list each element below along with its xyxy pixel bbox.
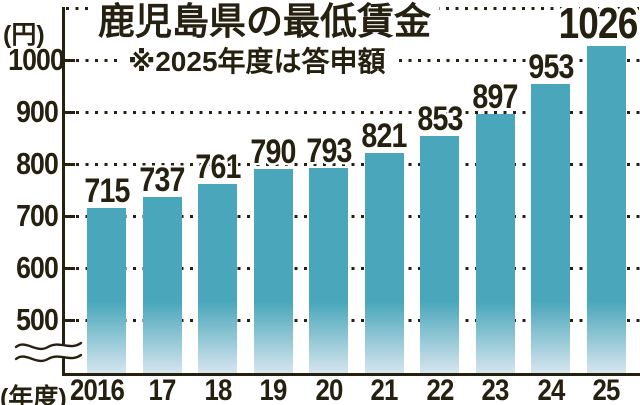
gridline-500	[76, 319, 640, 322]
value-label-24: 953	[527, 48, 574, 87]
value-label-18: 761	[194, 148, 241, 187]
y-tick-label-500: 500	[16, 302, 59, 337]
value-label-22: 853	[416, 100, 463, 139]
y-tick-800	[63, 163, 75, 166]
bar-18	[198, 184, 237, 373]
value-label-21: 821	[361, 117, 407, 156]
y-tick-label-1000: 1000	[8, 42, 65, 77]
y-tick-600	[63, 267, 75, 270]
bar-25	[586, 46, 626, 373]
bar-2016	[87, 208, 126, 373]
y-axis-unit-label: (円)	[3, 21, 45, 49]
value-label-23: 897	[472, 77, 518, 116]
year-label-25: 25	[592, 374, 621, 405]
chart-note: ※2025年度は答申額	[120, 45, 394, 78]
x-axis-unit-label: (年度)	[0, 384, 67, 405]
gridline-700	[76, 215, 640, 218]
year-label-23: 23	[481, 374, 510, 405]
bar-20	[309, 167, 348, 373]
bar-24	[531, 84, 570, 373]
bar-21	[364, 153, 404, 373]
y-tick-label-700: 700	[16, 198, 59, 233]
y-tick-700	[63, 215, 75, 218]
bar-19	[253, 169, 293, 373]
value-label-20: 793	[305, 131, 352, 170]
y-tick-1000	[63, 59, 75, 62]
chart-title: 鹿児島県の最低賃金	[90, 0, 439, 44]
year-label-18: 18	[204, 374, 232, 405]
year-label-24: 24	[537, 374, 565, 405]
bar-17	[142, 196, 182, 373]
bar-22	[420, 136, 459, 373]
bar-23	[475, 113, 515, 373]
value-label-2016: 715	[83, 172, 130, 211]
year-label-17: 17	[148, 374, 177, 405]
y-tick-label-800: 800	[16, 146, 59, 181]
year-label-2016: 2016	[69, 374, 125, 405]
y-axis-line	[62, 7, 65, 374]
x-axis-line	[62, 372, 640, 376]
y-tick-label-600: 600	[16, 250, 59, 285]
year-label-19: 19	[259, 374, 288, 405]
y-tick-500	[63, 319, 75, 322]
year-label-22: 22	[426, 374, 454, 405]
gridline-800	[76, 163, 640, 166]
value-label-25: 1026	[558, 0, 639, 49]
gridline-600	[76, 267, 640, 270]
value-label-17: 737	[139, 160, 185, 199]
axis-break-waves-icon	[14, 341, 84, 363]
y-tick-label-900: 900	[16, 94, 59, 129]
gridline-900	[76, 111, 640, 114]
year-label-20: 20	[315, 374, 343, 405]
y-tick-900	[63, 111, 75, 114]
value-label-19: 790	[250, 133, 296, 172]
year-label-21: 21	[370, 374, 399, 405]
